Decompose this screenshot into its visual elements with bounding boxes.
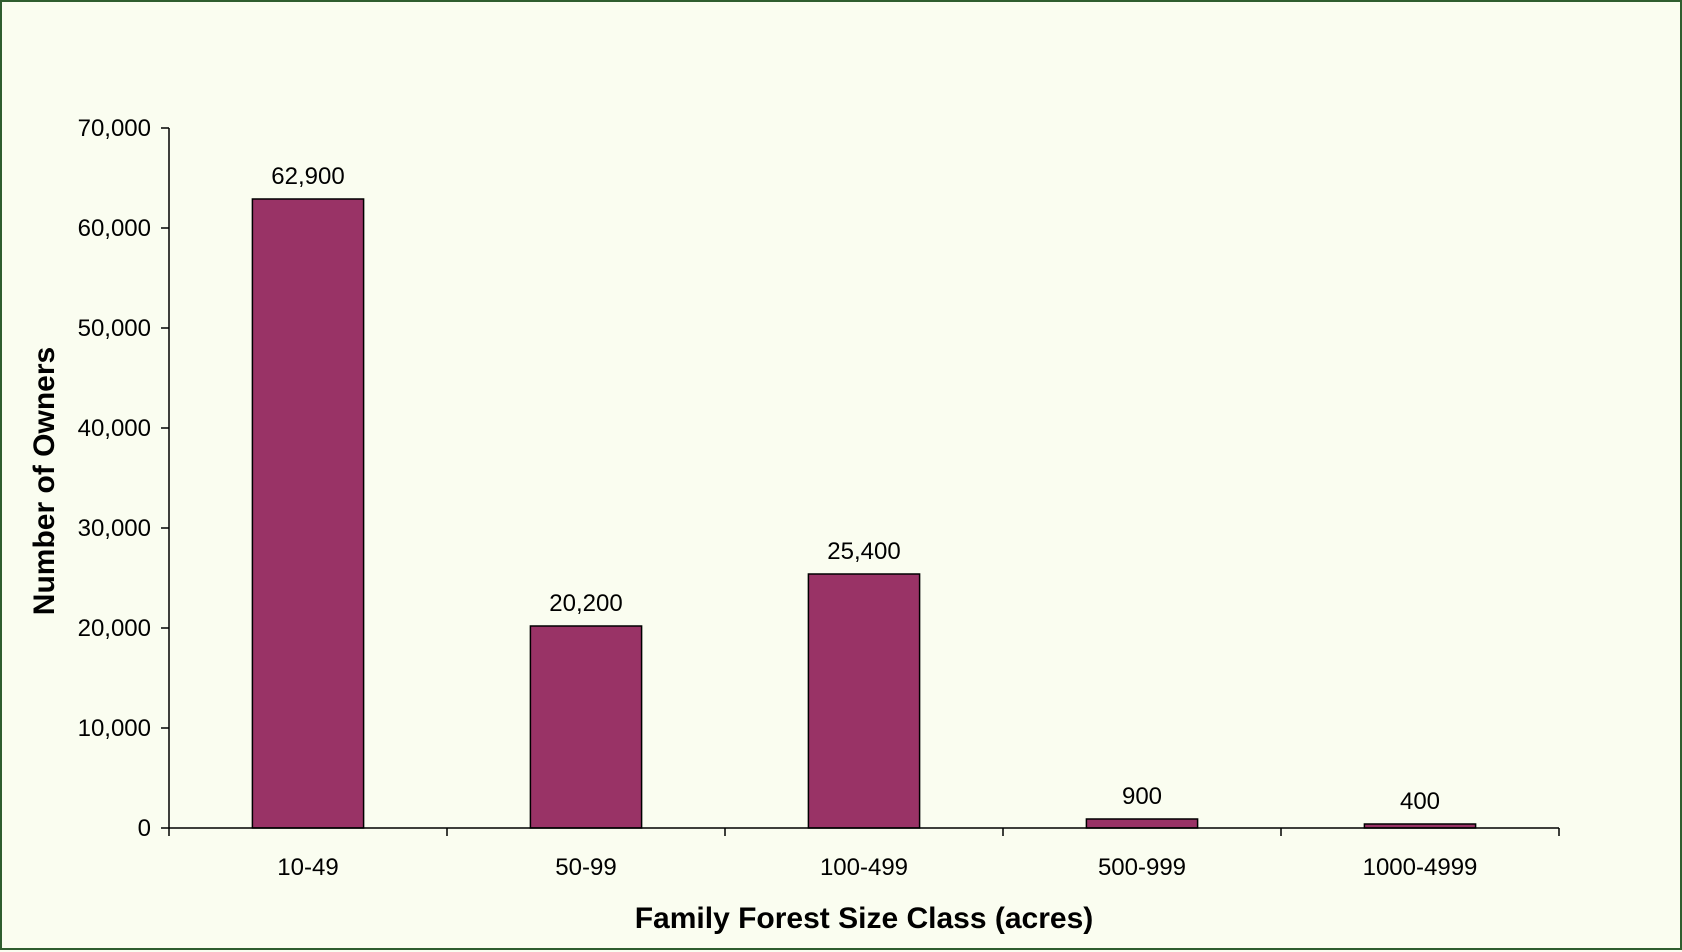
y-tick-label: 40,000 xyxy=(78,415,151,442)
bar xyxy=(1086,819,1197,828)
x-tick-label: 500-999 xyxy=(1098,854,1186,881)
y-tick-label: 60,000 xyxy=(78,215,151,242)
bar xyxy=(530,626,641,828)
x-tick-label: 1000-4999 xyxy=(1363,854,1478,881)
x-tick-label: 50-99 xyxy=(555,854,616,881)
x-axis: 10-49 50-99 100-499 500-999 1000-4999 xyxy=(169,828,1559,881)
bar xyxy=(808,574,919,828)
x-tick-label: 100-499 xyxy=(820,854,908,881)
bar xyxy=(252,199,363,828)
y-axis: 0 10,000 20,000 30,000 40,000 50,000 60,000 70,… xyxy=(78,115,169,842)
x-tick-label: 10-49 xyxy=(277,854,338,881)
x-axis-title: Family Forest Size Class (acres) xyxy=(635,902,1094,935)
y-tick-label: 0 xyxy=(138,815,151,842)
y-tick-label: 20,000 xyxy=(78,615,151,642)
data-label: 400 xyxy=(1400,788,1440,815)
data-label: 900 xyxy=(1122,783,1162,810)
y-axis-title: Number of Owners xyxy=(28,347,61,615)
y-tick-label: 10,000 xyxy=(78,715,151,742)
bars-group xyxy=(252,199,1475,828)
data-label: 25,400 xyxy=(827,538,900,565)
y-tick-label: 30,000 xyxy=(78,515,151,542)
data-label: 20,200 xyxy=(549,590,622,617)
y-tick-label: 70,000 xyxy=(78,115,151,142)
data-label: 62,900 xyxy=(271,163,344,190)
y-tick-label: 50,000 xyxy=(78,315,151,342)
